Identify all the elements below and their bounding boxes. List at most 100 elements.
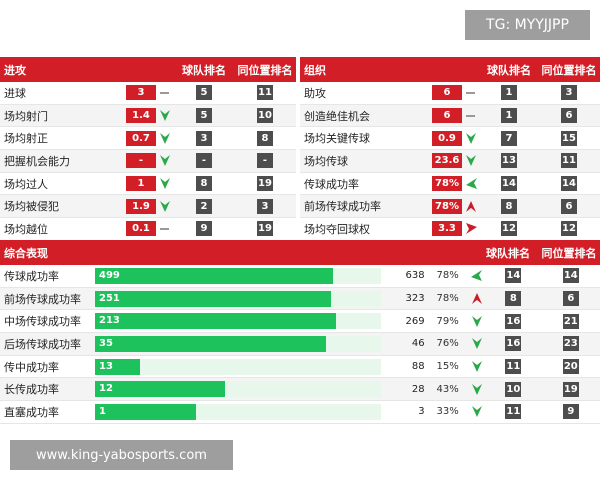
team-rank: 5	[196, 85, 212, 101]
attack-header: 进攻 球队排名 同位置排名	[0, 57, 296, 82]
team-rank-cell: 8	[485, 291, 542, 307]
team-rank-cell: 11	[485, 404, 542, 420]
team-rank: 3	[196, 130, 212, 146]
overall-header: 综合表现 球队排名 同位置排名	[0, 240, 600, 265]
position-rank-cell: 9	[542, 404, 600, 420]
tg-badge: TG: MYYJJPP	[465, 10, 590, 40]
team-rank-header: 球队排名	[487, 63, 531, 77]
stat-label: 场均传球	[304, 154, 348, 168]
position-rank-cell: 10	[234, 108, 296, 124]
overall-label: 传中成功率	[4, 360, 59, 374]
organize-header: 组织 球队排名 同位置排名	[300, 57, 600, 82]
overall-label: 中场传球成功率	[4, 315, 81, 329]
overall-label: 前场传球成功率	[4, 292, 81, 306]
attempt-total: 46	[411, 338, 425, 350]
position-rank: 19	[562, 381, 579, 397]
position-rank-cell: 12	[538, 221, 600, 237]
position-rank-cell: 23	[542, 336, 600, 352]
overall-row: 传球成功率 499 638 78% 14 14	[0, 265, 600, 288]
stat-row: 助攻 6 1 3	[300, 82, 600, 105]
team-rank: 8	[505, 291, 522, 307]
arrow-up-right-icon	[462, 222, 480, 235]
stat-row: 场均射门 1.4 5 10	[0, 104, 296, 128]
stat-value: 0.7	[126, 130, 156, 146]
stat-label: 创造绝佳机会	[304, 109, 370, 123]
team-rank: 16	[505, 336, 522, 352]
arrow-up-icon	[462, 200, 480, 213]
dash-icon	[462, 88, 480, 98]
stat-label: 场均射门	[4, 109, 48, 123]
position-rank: 15	[561, 130, 577, 146]
success-count: 499	[99, 269, 120, 281]
stat-row: 创造绝佳机会 6 1 6	[300, 104, 600, 128]
arrow-down-icon	[462, 132, 480, 145]
team-rank-cell: -	[174, 153, 234, 169]
success-bar-fill	[95, 403, 196, 420]
success-percentage: 78%	[436, 270, 459, 282]
stat-label: 场均关键传球	[304, 132, 370, 146]
overall-label: 直塞成功率	[4, 405, 59, 419]
position-rank: 3	[257, 198, 273, 214]
team-rank-cell: 11	[485, 359, 542, 375]
team-rank: 10	[505, 381, 522, 397]
overall-row: 后场传球成功率 35 46 76% 16 23	[0, 333, 600, 356]
arrow-down-icon	[468, 360, 485, 373]
position-rank: 11	[257, 85, 273, 101]
team-rank-cell: 8	[480, 198, 538, 214]
success-count: 213	[99, 315, 120, 327]
success-bar-fill	[95, 267, 333, 284]
arrow-down-icon	[462, 154, 480, 167]
stat-label: 场均射正	[4, 132, 48, 146]
success-bar: 499	[95, 267, 382, 284]
position-rank: 19	[257, 176, 273, 192]
overall-row: 传中成功率 13 88 15% 11 20	[0, 356, 600, 379]
team-rank: -	[196, 153, 212, 169]
attack-title: 进攻	[4, 63, 26, 77]
stat-value: 78%	[432, 176, 462, 192]
team-rank-cell: 16	[485, 336, 542, 352]
arrow-down-icon	[156, 132, 174, 145]
team-rank-cell: 13	[480, 153, 538, 169]
team-rank: 9	[196, 221, 212, 237]
position-rank-cell: 6	[542, 291, 600, 307]
position-rank-cell: 3	[538, 85, 600, 101]
team-rank-cell: 1	[480, 108, 538, 124]
position-rank: 14	[562, 268, 579, 284]
overall-rows: 传球成功率 499 638 78% 14 14 前场传球成功率 251 323 78% 8 6 中场传球…	[0, 265, 600, 424]
team-rank: 11	[505, 359, 522, 375]
stat-row: 前场传球成功率 78% 8 6	[300, 195, 600, 219]
position-rank: 14	[561, 176, 577, 192]
stat-row: 传球成功率 78% 14 14	[300, 173, 600, 196]
overall-row: 中场传球成功率 213 269 79% 16 21	[0, 310, 600, 334]
stat-value: 0.1	[126, 221, 156, 237]
position-rank-header: 同位置排名	[541, 246, 597, 260]
stat-label: 场均越位	[4, 222, 48, 236]
stat-label: 进球	[4, 86, 26, 100]
position-rank-cell: 11	[234, 85, 296, 101]
success-bar-fill	[95, 290, 331, 307]
team-rank: 7	[501, 130, 517, 146]
team-rank: 5	[196, 108, 212, 124]
stat-value: 78%	[432, 198, 462, 214]
stat-value: 6	[432, 85, 462, 101]
team-rank: 8	[196, 176, 212, 192]
arrow-down-left-icon	[468, 269, 485, 282]
position-rank: 6	[562, 291, 579, 307]
success-percentage: 33%	[436, 406, 459, 418]
attempt-total: 638	[405, 270, 425, 282]
team-rank-cell: 14	[485, 268, 542, 284]
stat-row: 场均传球 23.6 13 11	[300, 150, 600, 173]
team-rank: 12	[501, 221, 517, 237]
attempt-total: 28	[411, 383, 425, 395]
position-rank-cell: 6	[538, 198, 600, 214]
position-rank-cell: 21	[542, 313, 600, 329]
success-bar: 12	[95, 381, 382, 398]
stat-value: 1.4	[126, 108, 156, 124]
success-bar-fill	[95, 335, 326, 352]
stat-row: 场均夺回球权 3.3 12 12	[300, 218, 600, 241]
position-rank-header: 同位置排名	[541, 63, 597, 77]
team-rank: 1	[501, 85, 517, 101]
success-bar: 35	[95, 335, 382, 352]
success-count: 12	[99, 383, 113, 395]
team-rank-cell: 5	[174, 85, 234, 101]
